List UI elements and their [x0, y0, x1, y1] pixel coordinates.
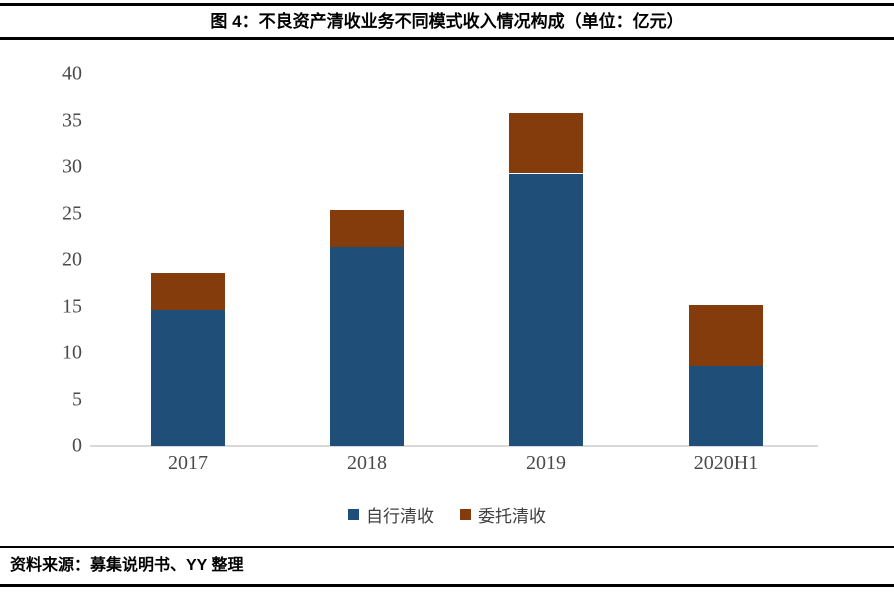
legend-item-自行清收: 自行清收: [348, 502, 434, 527]
x-axis-label-2019: 2019: [526, 452, 566, 474]
bar-segment-委托清收-2018: [330, 209, 404, 247]
bar-segment-委托清收-2019: [509, 113, 583, 174]
bottom-border-rule: [0, 584, 894, 587]
legend-label: 委托清收: [478, 506, 546, 526]
source-note: 资料来源：募集说明书、YY 整理: [10, 557, 244, 574]
bar-segment-自行清收-2018: [330, 246, 404, 446]
y-axis-tick-label: 30: [62, 155, 82, 178]
title-divider-rule: [0, 37, 894, 40]
x-axis-label-2018: 2018: [347, 452, 387, 474]
top-border-rule: [0, 3, 894, 6]
bar-segment-自行清收-2020H1: [689, 366, 763, 446]
legend-item-委托清收: 委托清收: [460, 502, 546, 527]
figure-title: 图 4：不良资产清收业务不同模式收入情况构成（单位：亿元）: [210, 12, 684, 31]
legend-label: 自行清收: [366, 506, 434, 526]
y-axis-tick-label: 10: [62, 341, 82, 364]
legend-swatch-icon: [460, 508, 471, 520]
y-axis-tick-label: 40: [62, 62, 82, 85]
y-axis-tick-label: 35: [62, 109, 82, 131]
chart-legend: 自行清收 委托清收: [0, 502, 894, 527]
bar-segment-委托清收-2017: [151, 273, 225, 311]
legend-swatch-icon: [348, 508, 359, 520]
y-axis-tick-label: 0: [72, 434, 82, 457]
bar-segment-自行清收-2019: [509, 173, 583, 446]
x-axis-label-2017: 2017: [168, 452, 208, 474]
y-axis-tick-label: 25: [62, 202, 82, 224]
y-axis-tick-label: 5: [72, 388, 82, 410]
y-axis-tick-label: 15: [62, 295, 82, 317]
x-axis-line: [90, 445, 818, 447]
footer-top-rule: [0, 546, 894, 548]
bar-segment-委托清收-2020H1: [689, 304, 763, 366]
x-axis-label-2020H1: 2020H1: [693, 452, 759, 474]
bar-segment-自行清收-2017: [151, 310, 225, 446]
y-axis-tick-label: 20: [62, 248, 82, 271]
